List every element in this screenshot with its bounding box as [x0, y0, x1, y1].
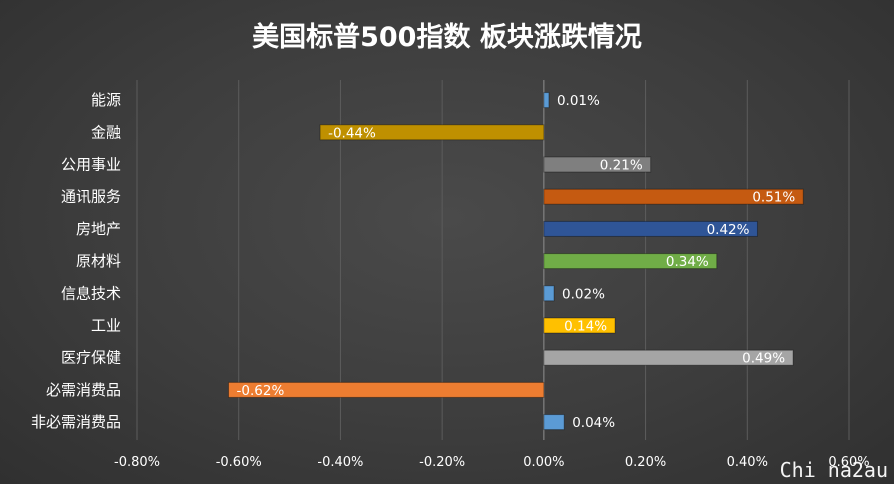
value-label: 0.04%	[572, 415, 615, 431]
value-labels: 0.01% -0.44% 0.21% 0.51%0.42% 0.34% 0.02% 0.14…	[237, 93, 796, 431]
value-label: 0.49%	[742, 351, 785, 367]
bar	[543, 285, 555, 302]
category-label: 房地产	[76, 220, 121, 238]
x-tick-label: 0.60%	[828, 455, 869, 470]
category-label: 工业	[91, 317, 121, 335]
x-tick-label: -0.80%	[114, 455, 160, 470]
value-label: -0.62%	[237, 383, 285, 399]
bar	[543, 253, 718, 270]
category-label: 金融	[91, 123, 121, 141]
watermark-text: Chi na2au	[779, 458, 888, 482]
bar	[543, 188, 804, 205]
bar	[543, 414, 565, 431]
bar	[543, 220, 758, 237]
category-label: 公用事业	[61, 156, 121, 174]
value-label: 0.01%	[557, 93, 600, 109]
category-label: 非必需消费品	[31, 413, 121, 431]
bar	[543, 92, 550, 109]
bar	[543, 349, 794, 366]
bars	[228, 92, 804, 431]
category-label: 必需消费品	[46, 381, 121, 399]
value-label: 0.34%	[666, 254, 709, 270]
category-label: 通讯服务	[61, 188, 121, 206]
bar	[228, 381, 545, 398]
value-label: 0.02%	[562, 286, 605, 302]
bar	[319, 124, 545, 141]
bar	[543, 156, 652, 173]
value-label: 0.21%	[600, 158, 643, 174]
chart-title: 美国标普500指数 板块涨跌情况	[252, 21, 642, 53]
x-tick-label: 0.20%	[625, 455, 666, 470]
x-tick-label: 0.00%	[523, 455, 564, 470]
value-label: 0.14%	[564, 319, 607, 335]
x-axis-tick-labels: -0.80% -0.60% -0.40% -0.20% 0.00% 0.20% 0.40% 0…	[114, 455, 870, 470]
x-tick-label: -0.60%	[216, 455, 262, 470]
bar	[543, 317, 616, 334]
category-label: 医疗保健	[61, 349, 121, 367]
value-label: 0.51%	[752, 190, 795, 206]
value-label: 0.42%	[707, 222, 750, 238]
value-label: -0.44%	[328, 125, 376, 141]
x-tick-label: 0.40%	[727, 455, 768, 470]
category-label: 原材料	[76, 252, 121, 270]
category-label: 能源	[91, 91, 121, 109]
x-tick-label: -0.40%	[317, 455, 363, 470]
x-tick-label: -0.20%	[419, 455, 465, 470]
category-label: 信息技术	[61, 284, 121, 302]
